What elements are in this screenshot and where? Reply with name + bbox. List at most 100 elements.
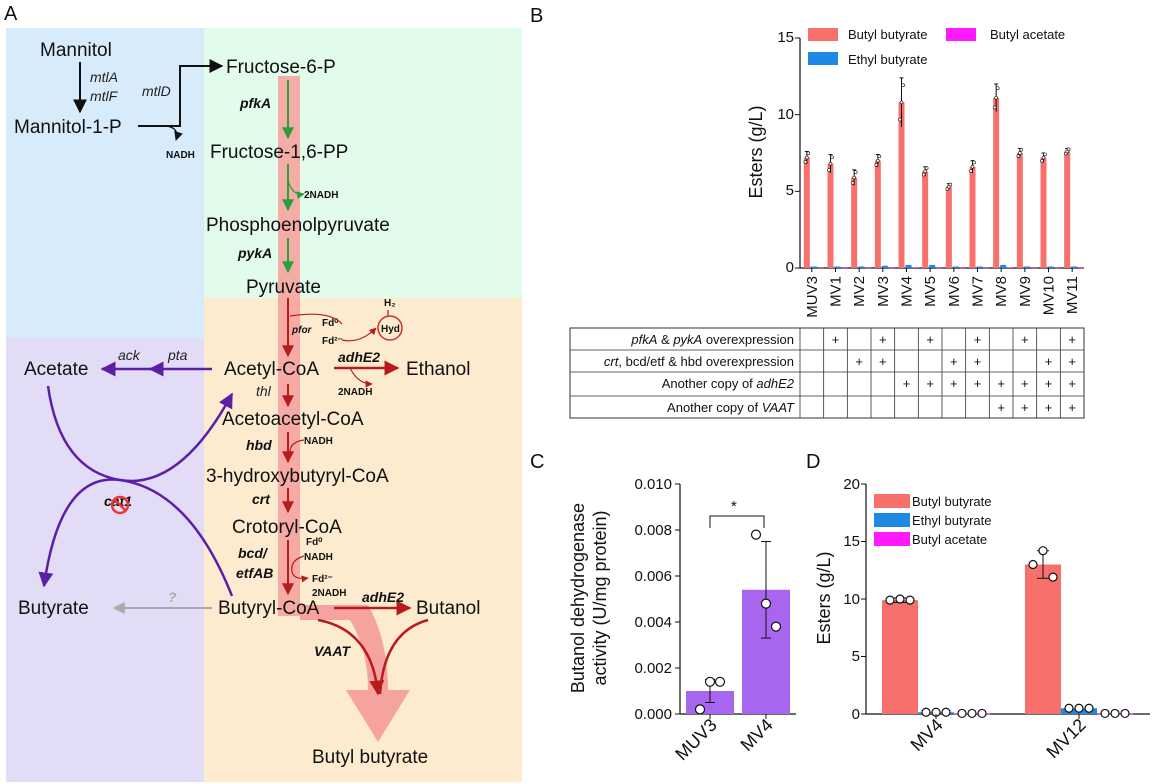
enz-etfab: etfAB [236,565,273,581]
table-mark: + [997,400,1005,415]
table-mark: + [974,376,982,391]
chart-b-bar [817,267,824,269]
hyd-circle [377,315,403,341]
chart-b-point [898,117,902,122]
chart-d-ytick: 15 [843,533,860,550]
table-mark: + [1068,400,1076,415]
chart-c-point [770,621,782,632]
chart-d-ytick: 0 [852,706,860,723]
enz-thl: thl [256,383,272,399]
panel-label-c: C [530,451,544,473]
chart-b-bar [936,267,943,269]
chart-b-point [805,155,809,160]
chart-b-bar [1054,267,1061,269]
chart-b-bar [1000,264,1007,268]
enz-ack: ack [118,347,141,363]
panel-label-a: A [4,3,18,25]
panel-c: C Butanol dehydrogenase activity (U/mg p… [530,451,796,764]
enz-pta: pta [167,347,188,363]
chart-d-point [1074,703,1084,713]
chart-b-point [830,155,834,160]
table-mark: + [974,354,982,369]
chart-b-bar [834,266,841,268]
chart-d-point [1038,546,1048,556]
table-mark: + [1021,376,1029,391]
chart-b-bar [1040,157,1047,268]
chart-d-bar [1025,564,1061,714]
chart-d-point [895,594,905,604]
chart-d-point [1064,703,1074,713]
chart-d-point [1028,559,1038,570]
arrow-2nadh [287,179,305,199]
enz-adhe2-bottom: adhE2 [362,589,404,605]
chart-b-point [827,168,831,172]
significance-bracket [709,515,765,528]
chart-b-bar [959,267,966,269]
met-crotonyl-coa: Crotoryl-CoA [232,517,342,538]
table-mark: + [879,354,887,369]
chart-b-point [850,181,855,185]
chart-b-xticks: MUV3 MV1 MV2 MV3 MV4 MV5 MV6 MV7 MV8 MV9 MV10 MV11 [804,276,1081,318]
chart-b-xtick: MV2 [851,276,868,307]
chart-c-point [750,529,762,540]
chart-b-xtick: MV6 [946,276,963,307]
chart-b-point [901,83,905,88]
significance-star: * [731,498,737,515]
enz-hyd: Hyd [381,324,400,335]
legend-d-ethyl-butyrate: Ethyl butyrate [912,513,992,528]
bg-green [204,28,522,298]
table-mark: + [1045,376,1053,391]
bg-blue [6,28,204,338]
met-f16pp: Fructose-1,6-PP [210,142,348,163]
chart-b-point [874,163,879,167]
table-mark: + [926,332,934,347]
arrow-cat1-butyrate [38,478,234,597]
arrow-fd-bcd [291,555,309,583]
chart-b-xtick: MUV3 [804,276,821,318]
arrow-vaat-2 [378,618,429,695]
chart-b-bar [976,266,983,268]
chart-b-point [1041,155,1046,160]
table-row-label-1: pfkA & pykA overexpression [630,332,794,347]
table-mark: + [1021,332,1029,347]
chart-c-xtick: MV4 [737,715,777,755]
chart-d-ytick: 20 [843,476,860,493]
chart-b-bar [874,160,881,268]
chart-b-point [970,165,975,169]
chart-b-bar [841,267,848,269]
chart-b-point [995,86,1000,90]
chart-d-point [921,707,931,717]
cof-nadh1: NADH [166,150,195,161]
legend-swatch-butyl-butyrate [808,28,838,41]
chart-b-point [972,160,976,165]
strain-table: pfkA & pykA overexpression crt, bcd/etf … [569,327,1085,419]
chart-b-point [806,151,811,156]
chart-b-bar [912,267,919,269]
cof-nadh-bcd: NADH [304,552,333,563]
chart-d-ytick: 5 [852,648,860,665]
chart-c-ylabel-2: activity (U/mg protein) [590,510,610,685]
chart-b-point [969,169,973,173]
chart-c-ytick: 0.004 [634,614,672,631]
enz-unknown: ? [168,589,177,605]
chart-b-point [803,160,808,164]
chart-d-point [1120,708,1130,719]
enz-crt: crt [252,491,271,507]
met-pep: Phosphoenolpyruvate [206,215,390,236]
chart-c-ytick: 0.000 [634,706,672,723]
cof-fd0b: Fd⁰ [306,537,322,548]
met-acetate: Acetate [24,359,88,380]
met-butyrate: Butyrate [18,598,89,619]
chart-b-point [1043,152,1047,157]
chart-b-xtick: MV10 [1041,276,1058,315]
chart-c-ytick: 0.002 [634,660,672,677]
table-row-label-2: crt, bcd/etf & hbd overexpression [604,354,794,369]
legend-b-ethyl-butyrate: Ethyl butyrate [848,52,928,67]
met-acetyl-coa: Acetyl-CoA [224,359,319,380]
met-mannitol: Mannitol [40,40,112,61]
chart-b-bar [905,264,912,268]
met-pyruvate: Pyruvate [246,277,321,298]
chart-b-ytick: 5 [786,182,794,199]
chart-b-bar [1071,266,1078,268]
